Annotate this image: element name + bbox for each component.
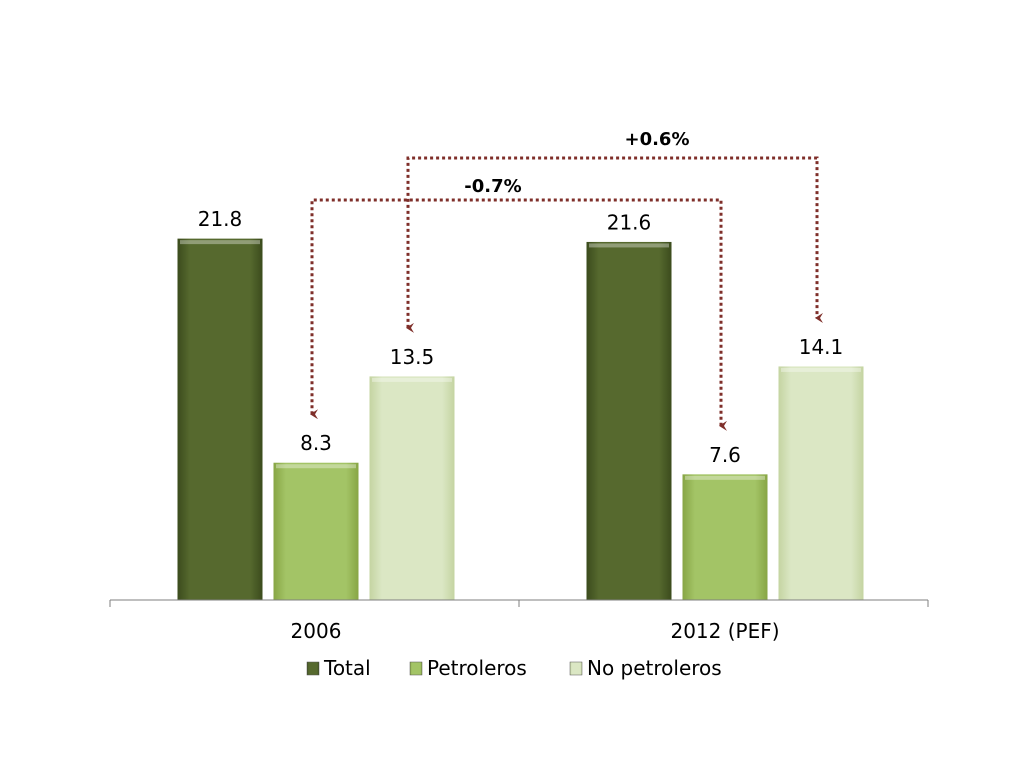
legend-swatch-total [306,661,320,676]
bar-highlight [589,243,669,248]
bar-petroleros-2006 [272,461,360,601]
legend-swatch-petroleros [409,661,423,676]
data-label-total-2012-pef: 21.6 [607,210,652,234]
bar-no-petroleros-2006 [368,375,456,601]
data-label-petroleros-2012-pef: 7.6 [709,443,741,467]
change-arrow-no-petroleros [406,156,823,333]
x-tick-label-2006: 2006 [291,619,342,643]
legend-swatch-no-petroleros [569,661,583,676]
legend-label-no-petroleros: No petroleros [587,656,722,680]
bar-highlight [781,367,861,372]
data-labels-layer: 21.8 21.6 8.3 7.6 13.5 14.1 [198,207,844,467]
x-axis: 2006 2012 (PEF) [109,599,929,643]
legend-label-petroleros: Petroleros [427,656,527,680]
bar-no-petroleros-2012-pef [777,365,865,601]
legend-label-total: Total [323,656,371,680]
bar-total-2012-pef [585,240,673,601]
data-label-no-petroleros-2006: 13.5 [390,345,435,369]
change-label-petroleros: -0.7% [464,176,521,197]
data-label-total-2006: 21.8 [198,207,243,231]
bars-layer [176,237,865,601]
data-label-no-petroleros-2012-pef: 14.1 [799,335,844,359]
bar-highlight [685,475,765,480]
annotations-layer: +0.6% -0.7% [310,129,823,431]
bar-total-2006 [176,237,264,601]
data-label-petroleros-2006: 8.3 [300,431,332,455]
bar-petroleros-2012-pef [681,473,769,601]
bar-highlight [372,377,452,382]
bar-highlight [180,240,260,245]
x-tick-label-2012-pef: 2012 (PEF) [670,619,779,643]
bar-highlight [276,464,356,469]
change-label-no-petroleros: +0.6% [624,129,689,150]
legend: Total Petroleros No petroleros [306,656,722,680]
